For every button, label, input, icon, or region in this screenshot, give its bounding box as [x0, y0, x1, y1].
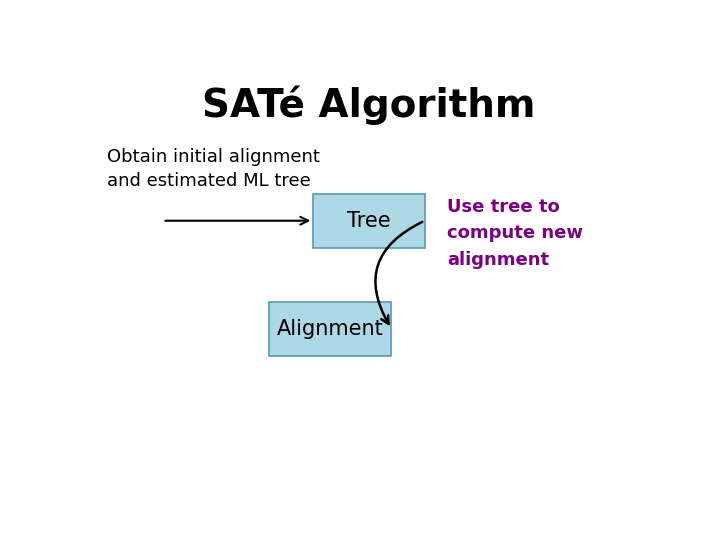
FancyBboxPatch shape	[313, 194, 425, 248]
Text: Obtain initial alignment
and estimated ML tree: Obtain initial alignment and estimated M…	[107, 148, 320, 190]
FancyBboxPatch shape	[269, 302, 392, 356]
Text: Tree: Tree	[347, 211, 391, 231]
Text: Alignment: Alignment	[276, 319, 383, 339]
Text: Use tree to
compute new
alignment: Use tree to compute new alignment	[447, 198, 583, 269]
Text: SATé Algorithm: SATé Algorithm	[202, 85, 536, 125]
